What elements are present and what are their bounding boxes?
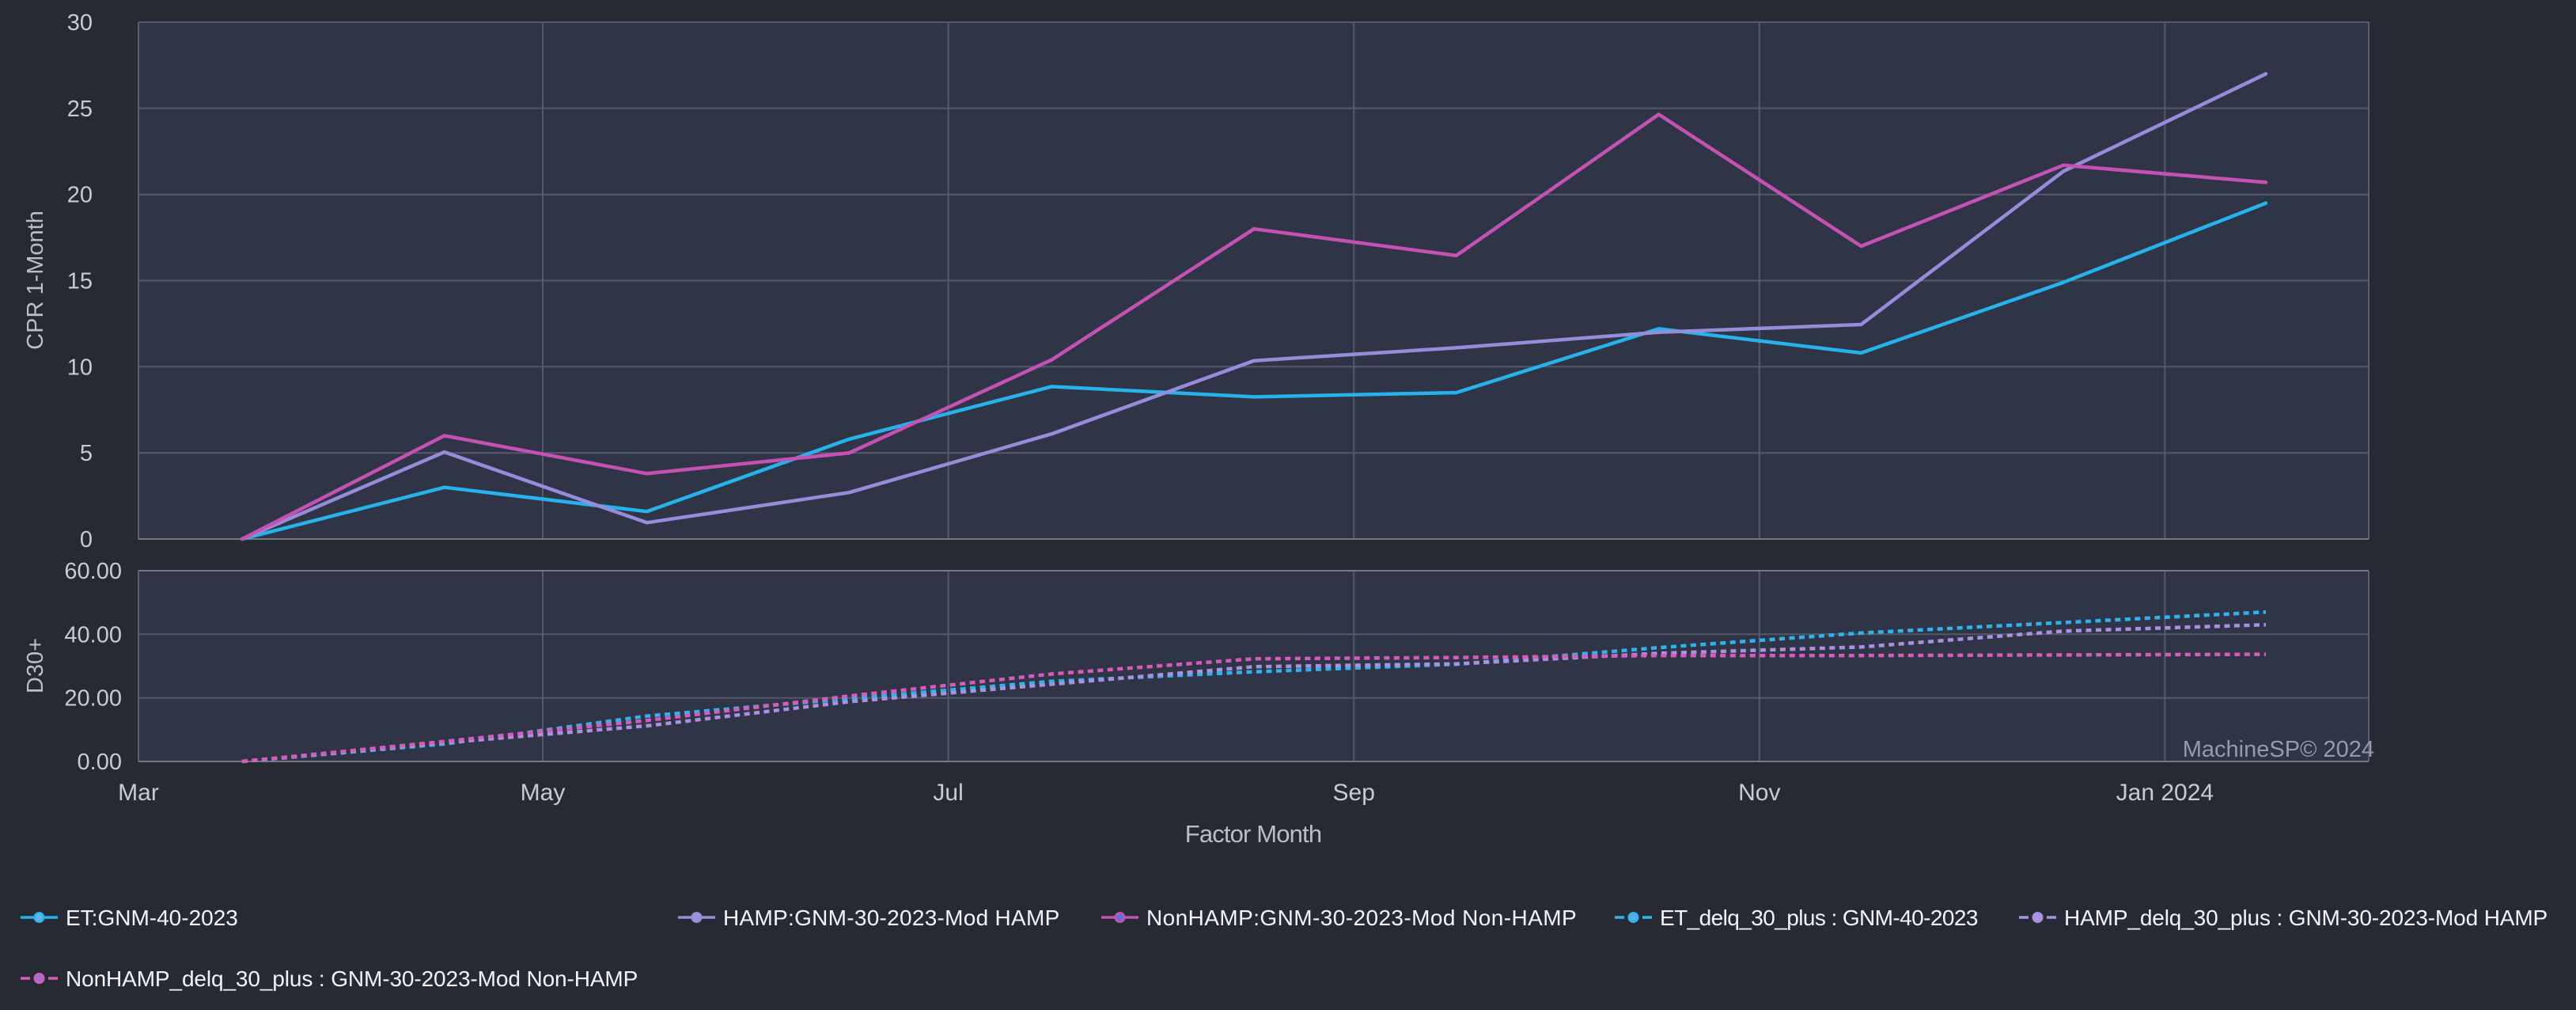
svg-text:25: 25 xyxy=(67,97,93,122)
svg-text:NonHAMP_delq_30_plus : GNM-30-: NonHAMP_delq_30_plus : GNM-30-2023-Mod N… xyxy=(66,966,638,991)
svg-text:HAMP_delq_30_plus : GNM-30-202: HAMP_delq_30_plus : GNM-30-2023-Mod HAMP xyxy=(2064,906,2548,930)
svg-text:20: 20 xyxy=(67,183,93,208)
svg-text:CPR 1-Month: CPR 1-Month xyxy=(23,211,48,350)
svg-text:Jul: Jul xyxy=(933,780,963,806)
svg-text:May: May xyxy=(521,780,566,806)
svg-text:0.00: 0.00 xyxy=(78,750,122,775)
svg-text:30: 30 xyxy=(67,10,93,36)
svg-text:Mar: Mar xyxy=(118,780,159,806)
svg-text:ET:GNM-40-2023: ET:GNM-40-2023 xyxy=(66,906,238,930)
svg-text:20.00: 20.00 xyxy=(64,686,122,712)
svg-text:MachineSP© 2024: MachineSP© 2024 xyxy=(2183,737,2374,762)
svg-text:15: 15 xyxy=(67,269,93,294)
svg-text:5: 5 xyxy=(80,441,93,466)
svg-text:60.00: 60.00 xyxy=(64,559,122,584)
svg-text:D30+: D30+ xyxy=(23,638,48,693)
svg-text:Nov: Nov xyxy=(1738,780,1780,806)
svg-text:0: 0 xyxy=(80,527,93,552)
svg-text:Jan 2024: Jan 2024 xyxy=(2116,780,2214,806)
svg-text:Sep: Sep xyxy=(1333,780,1375,806)
svg-text:40.00: 40.00 xyxy=(64,622,122,647)
svg-text:NonHAMP:GNM-30-2023-Mod Non-HA: NonHAMP:GNM-30-2023-Mod Non-HAMP xyxy=(1146,906,1577,930)
svg-text:HAMP:GNM-30-2023-Mod HAMP: HAMP:GNM-30-2023-Mod HAMP xyxy=(723,906,1060,930)
svg-text:Factor Month: Factor Month xyxy=(1185,820,1321,848)
svg-text:ET_delq_30_plus : GNM-40-2023: ET_delq_30_plus : GNM-40-2023 xyxy=(1660,906,1978,930)
svg-text:10: 10 xyxy=(67,355,93,380)
